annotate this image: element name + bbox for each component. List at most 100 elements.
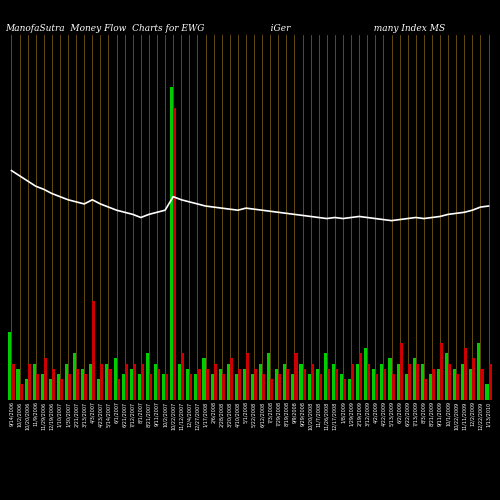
Bar	[286, 368, 290, 400]
Bar	[308, 374, 310, 400]
Bar	[73, 353, 76, 400]
Bar	[343, 379, 346, 400]
Bar	[259, 364, 262, 400]
Bar	[388, 358, 392, 400]
Bar	[421, 364, 424, 400]
Bar	[122, 374, 124, 400]
Bar	[190, 374, 192, 400]
Bar	[424, 379, 427, 400]
Bar	[480, 368, 484, 400]
Bar	[254, 368, 257, 400]
Bar	[52, 368, 55, 400]
Bar	[396, 364, 400, 400]
Bar	[472, 358, 476, 400]
Bar	[316, 368, 318, 400]
Bar	[202, 358, 205, 400]
Bar	[194, 374, 198, 400]
Bar	[114, 358, 116, 400]
Bar	[32, 364, 35, 400]
Text: ManofaSutra  Money Flow  Charts for EWG                       iGer              : ManofaSutra Money Flow Charts for EWG iG…	[5, 24, 445, 33]
Bar	[429, 374, 432, 400]
Bar	[186, 368, 190, 400]
Bar	[165, 374, 168, 400]
Bar	[106, 364, 108, 400]
Bar	[486, 384, 488, 400]
Bar	[246, 353, 249, 400]
Bar	[488, 364, 492, 400]
Bar	[84, 374, 87, 400]
Bar	[57, 374, 60, 400]
Bar	[12, 364, 14, 400]
Bar	[98, 379, 100, 400]
Bar	[416, 364, 419, 400]
Bar	[170, 87, 173, 400]
Bar	[400, 342, 402, 400]
Bar	[235, 374, 238, 400]
Bar	[130, 368, 133, 400]
Bar	[182, 353, 184, 400]
Bar	[294, 353, 298, 400]
Bar	[440, 342, 443, 400]
Bar	[408, 364, 410, 400]
Bar	[149, 374, 152, 400]
Bar	[478, 342, 480, 400]
Bar	[162, 374, 165, 400]
Bar	[412, 358, 416, 400]
Bar	[318, 374, 322, 400]
Bar	[372, 368, 376, 400]
Bar	[300, 364, 302, 400]
Bar	[332, 364, 335, 400]
Bar	[218, 368, 222, 400]
Bar	[8, 332, 12, 400]
Bar	[49, 379, 52, 400]
Bar	[243, 368, 246, 400]
Bar	[380, 364, 384, 400]
Bar	[92, 301, 96, 400]
Bar	[432, 368, 435, 400]
Bar	[173, 108, 176, 400]
Bar	[376, 374, 378, 400]
Bar	[404, 374, 407, 400]
Bar	[392, 374, 394, 400]
Bar	[154, 364, 157, 400]
Bar	[68, 374, 71, 400]
Bar	[44, 358, 47, 400]
Bar	[226, 364, 230, 400]
Bar	[146, 353, 149, 400]
Bar	[133, 364, 136, 400]
Bar	[138, 374, 141, 400]
Bar	[16, 368, 20, 400]
Bar	[100, 364, 103, 400]
Bar	[310, 364, 314, 400]
Bar	[356, 364, 359, 400]
Bar	[214, 364, 216, 400]
Bar	[24, 379, 28, 400]
Bar	[157, 368, 160, 400]
Bar	[445, 353, 448, 400]
Bar	[60, 379, 63, 400]
Bar	[251, 374, 254, 400]
Bar	[230, 358, 233, 400]
Bar	[470, 368, 472, 400]
Bar	[292, 374, 294, 400]
Bar	[178, 364, 182, 400]
Bar	[108, 368, 112, 400]
Bar	[284, 364, 286, 400]
Bar	[210, 374, 214, 400]
Bar	[238, 368, 241, 400]
Bar	[124, 364, 128, 400]
Bar	[278, 374, 281, 400]
Bar	[20, 384, 22, 400]
Bar	[340, 374, 343, 400]
Bar	[453, 368, 456, 400]
Bar	[335, 368, 338, 400]
Bar	[40, 374, 44, 400]
Bar	[437, 368, 440, 400]
Bar	[81, 368, 84, 400]
Bar	[198, 368, 200, 400]
Bar	[324, 353, 327, 400]
Bar	[267, 353, 270, 400]
Bar	[367, 364, 370, 400]
Bar	[302, 368, 306, 400]
Bar	[116, 379, 119, 400]
